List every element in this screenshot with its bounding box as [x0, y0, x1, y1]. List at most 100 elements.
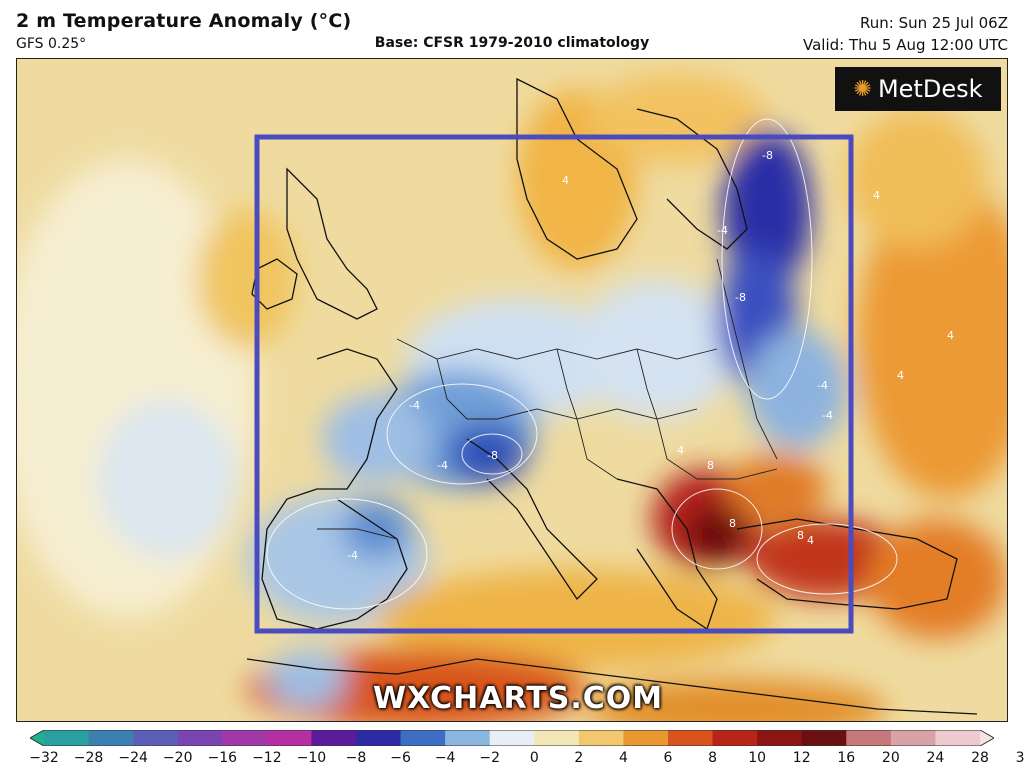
colorbar-labels: −32 −28 −24 −20 −16 −12 −10 −8 −6 −4 −2 0 2 4 6 8 10 12 16… — [0, 750, 1024, 770]
contour-label: 8 — [729, 517, 736, 530]
colorbar-tick-label: 32 — [1015, 750, 1024, 766]
colorbar-tick-label: −10 — [296, 750, 327, 766]
colorbar-tick-label: −6 — [390, 750, 411, 766]
contour-label: -8 — [735, 291, 746, 304]
coastline-north-africa — [246, 658, 978, 715]
anomaly-map: -4 -8 -4 -4 -8 -4 4 8 8 4 -4 4 4 4 8 -4 … — [16, 58, 1008, 722]
coastline-britain — [286, 167, 378, 320]
map-canvas: -4 -8 -4 -4 -8 -4 4 8 8 4 -4 4 4 4 8 -4 … — [17, 59, 1007, 721]
colorbar-band — [88, 730, 134, 746]
watermark: WXCHARTS.COM — [373, 681, 664, 716]
contour-label: -4 — [717, 224, 728, 237]
colorbar-tick-label: 8 — [708, 750, 718, 766]
colorbar-band — [489, 730, 535, 746]
metdesk-logo: ✺ MetDesk — [835, 67, 1001, 111]
colorbar-band — [935, 730, 981, 746]
colorbar-tick-label: −16 — [207, 750, 238, 766]
contour-label: 4 — [873, 189, 880, 202]
colorbar-arrow-left — [30, 730, 44, 746]
colorbar-tick-label: 6 — [663, 750, 673, 766]
border-line-6 — [317, 528, 398, 540]
colorbar-arrow-right — [980, 730, 994, 746]
contour-label: -4 — [817, 379, 828, 392]
colorbar-band — [846, 730, 892, 746]
colorbar-bands — [30, 730, 994, 746]
logo-text: MetDesk — [877, 75, 983, 103]
colorbar-tick-label: 2 — [574, 750, 584, 766]
contour-lines — [266, 118, 898, 610]
colorbar-tick-label: 0 — [529, 750, 539, 766]
border-line-4 — [636, 348, 778, 480]
coastline-balkans — [616, 478, 718, 631]
climatology-base: Base: CFSR 1979-2010 climatology — [374, 35, 650, 51]
coastline-finland — [636, 108, 748, 250]
contour-label: 4 — [947, 329, 954, 342]
contour-france — [386, 383, 538, 485]
contour-russia — [721, 118, 813, 400]
contour-label: 8 — [797, 529, 804, 542]
colorbar-tick-label: −4 — [434, 750, 456, 766]
contour-label: -4 — [822, 409, 833, 422]
colorbar-tick-label: −2 — [479, 750, 501, 766]
colorbar-tick-label: −28 — [73, 750, 104, 766]
colorbar-tick-label: 10 — [748, 750, 767, 766]
colorbar-band — [445, 730, 491, 746]
colorbar-tick-label: −24 — [118, 750, 148, 766]
colorbar-tick-label: 24 — [926, 750, 945, 766]
valid-time: Valid: Thu 5 Aug 12:00 UTC — [802, 36, 1008, 54]
colorbar-band — [890, 730, 936, 746]
colorbar-tick-label: 16 — [837, 750, 856, 766]
coastline-italy — [466, 438, 598, 601]
colorbar-tick-label: 20 — [881, 750, 900, 766]
colorbar-band — [668, 730, 714, 746]
colorbar-band — [44, 730, 90, 746]
coastline-ireland — [251, 258, 298, 310]
colorbar — [30, 730, 994, 746]
chart-title: 2 m Temperature Anomaly (°C) — [16, 10, 352, 32]
coastline-scandinavia — [516, 77, 638, 260]
contour-label: 4 — [677, 444, 684, 457]
contour-label: 4 — [807, 534, 814, 547]
contour-label-group: -4 -8 -4 -4 -8 -4 4 8 8 4 -4 4 4 4 8 -4 … — [347, 149, 954, 562]
colorbar-tick-label: 28 — [971, 750, 989, 766]
contour-label: -4 — [347, 549, 358, 562]
colorbar-band — [712, 730, 758, 746]
colorbar-band — [801, 730, 847, 746]
contour-label: 8 — [707, 459, 714, 472]
coastline-france-iberia — [261, 348, 408, 630]
border-line-3 — [556, 348, 618, 480]
contour-turkey — [756, 523, 898, 595]
colorbar-band — [266, 730, 312, 746]
model-label: GFS 0.25° — [16, 36, 87, 52]
colorbar-tick-label: −20 — [162, 750, 193, 766]
run-time: Run: Sun 25 Jul 06Z — [860, 14, 1008, 32]
contour-iberia — [266, 498, 428, 610]
colorbar-tick-label: −12 — [252, 750, 282, 766]
contour-label: -8 — [762, 149, 773, 162]
metdesk-burst-icon: ✺ — [853, 76, 872, 102]
colorbar-band — [757, 730, 803, 746]
border-line-2 — [436, 358, 698, 420]
colorbar-band — [133, 730, 179, 746]
highlight-box — [254, 134, 854, 634]
contour-label: 4 — [897, 369, 904, 382]
anomaly-shading — [17, 74, 1007, 721]
contour-label: -8 — [487, 449, 498, 462]
colorbar-band — [222, 730, 268, 746]
contour-alps — [461, 433, 523, 475]
contour-balkans — [671, 488, 763, 570]
colorbar-band — [356, 730, 402, 746]
colorbar-tick-label: −8 — [345, 750, 367, 766]
colorbar-band — [623, 730, 669, 746]
colorbar-tick-label: 12 — [792, 750, 811, 766]
country-borders — [317, 258, 778, 540]
colorbar-band — [177, 730, 223, 746]
colorbar-band — [534, 730, 580, 746]
colorbar-tick-label: 4 — [618, 750, 628, 766]
colorbar-band — [311, 730, 357, 746]
contour-label: -4 — [437, 459, 448, 472]
colorbar-band — [400, 730, 446, 746]
contour-label: -4 — [409, 399, 420, 412]
border-line-5 — [716, 258, 778, 460]
colorbar-tick-label: −32 — [29, 750, 59, 766]
